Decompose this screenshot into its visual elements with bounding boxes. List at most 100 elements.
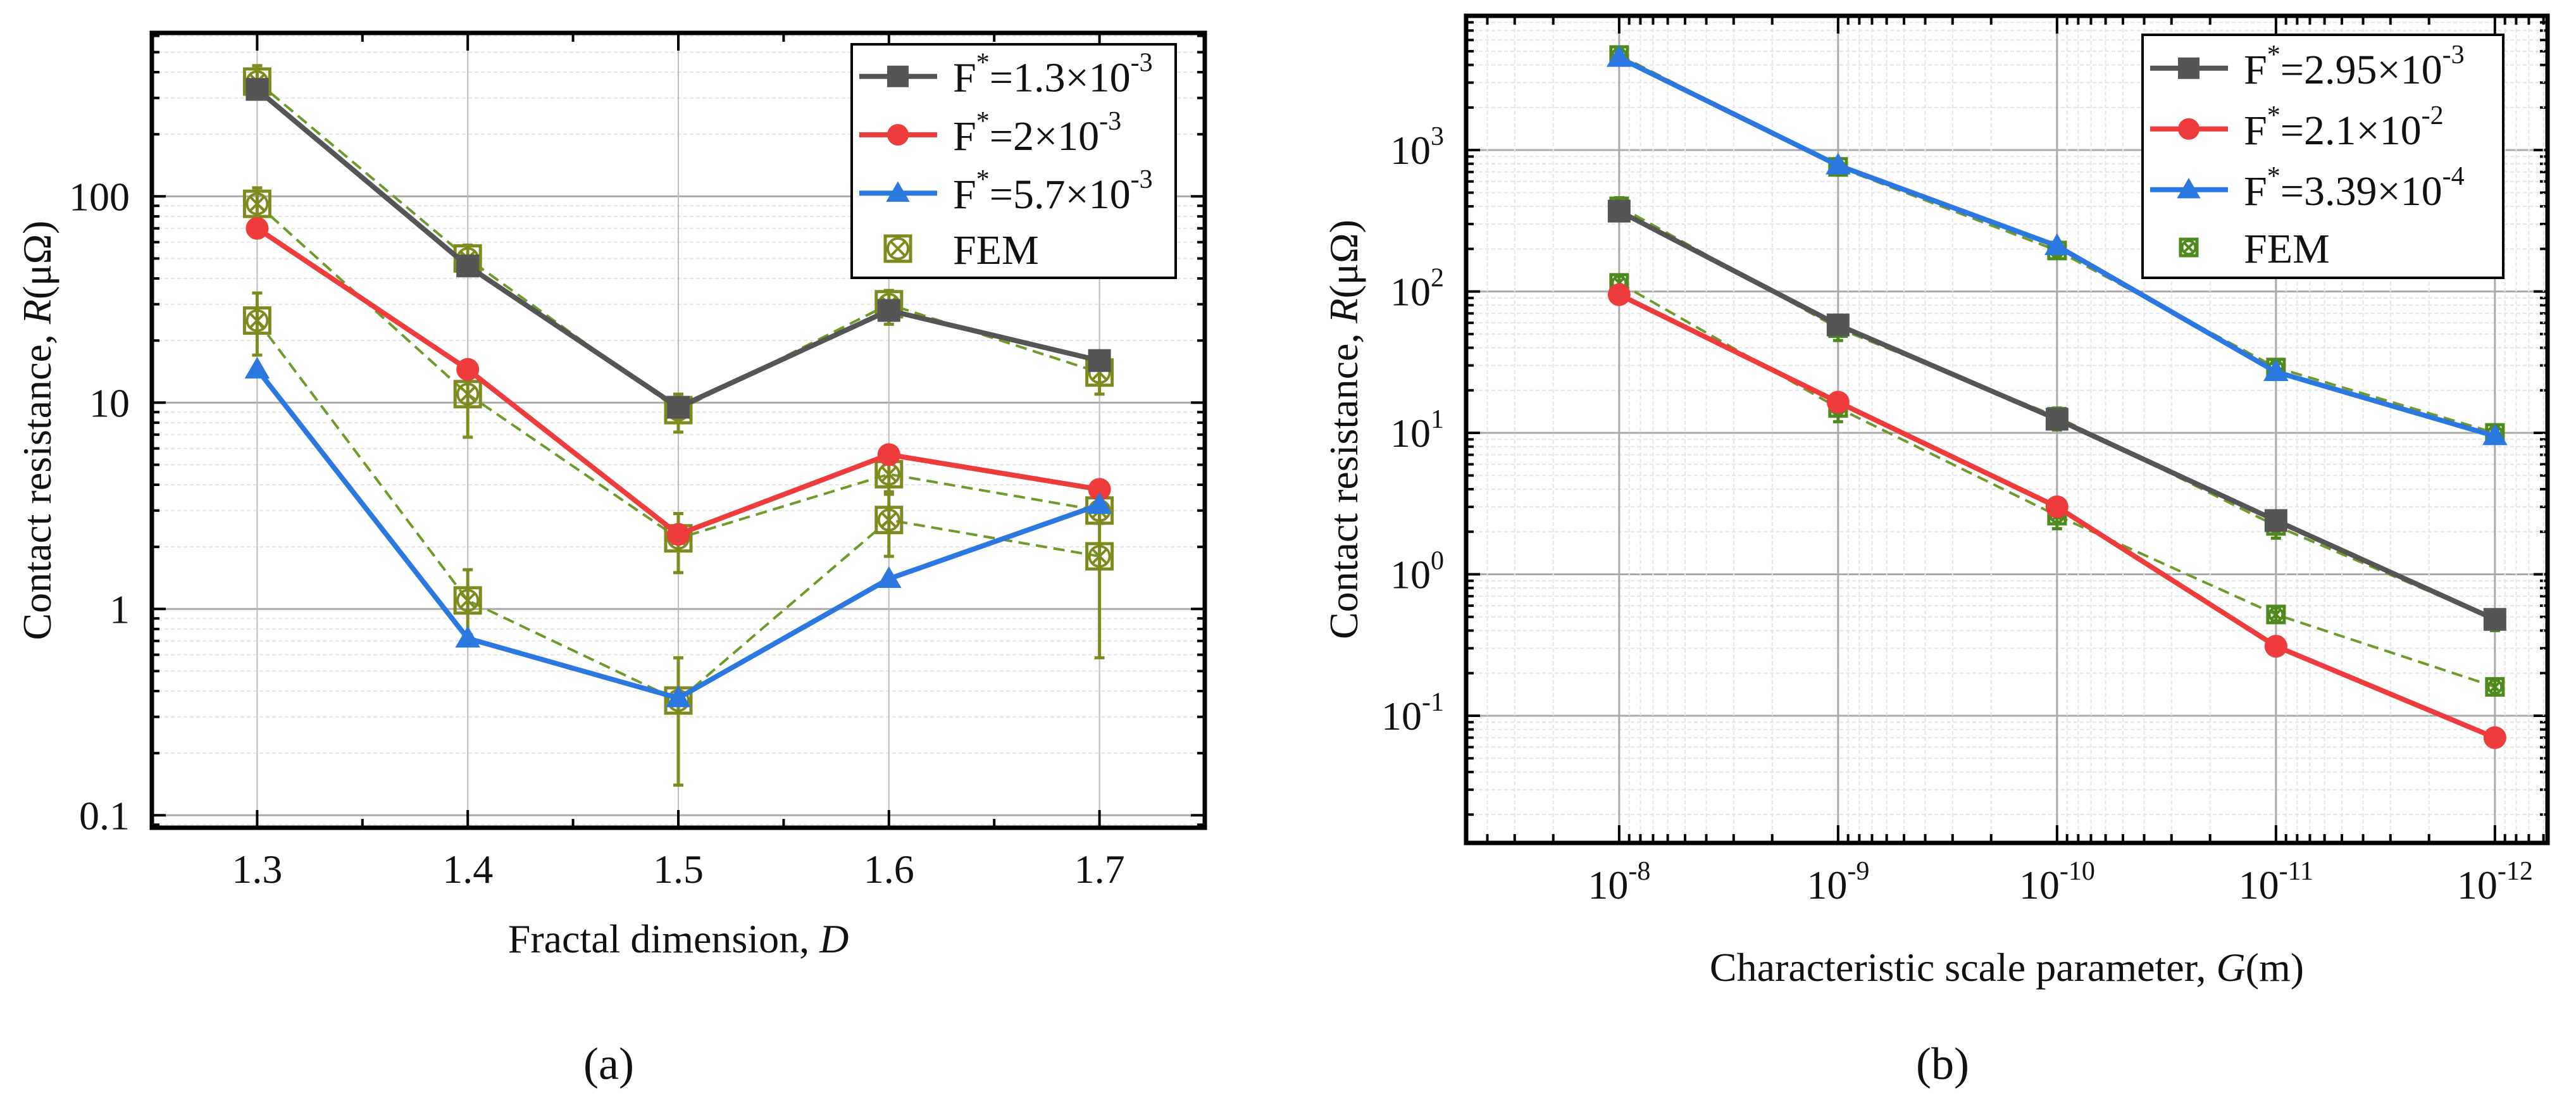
y-tick-base: 10 (1390, 411, 1431, 456)
x-tick-base: 10 (2239, 863, 2279, 907)
legend-label-sup: * (2267, 101, 2280, 130)
square-marker (246, 78, 269, 101)
triangle-marker (2044, 233, 2070, 256)
fem-marker-square (2179, 237, 2199, 258)
legend-box (850, 43, 1177, 279)
y-tick-exponent: 1 (1431, 405, 1444, 434)
triangle-marker (455, 626, 480, 648)
fem-marker-cross (881, 512, 897, 528)
circle-marker (667, 523, 690, 546)
legend-item: F*=5.7×10-3 (859, 165, 1153, 218)
plot-frame (1464, 13, 2550, 845)
legend-label: F*=1.3×10-3 (953, 49, 1153, 101)
triangle-marker (1086, 492, 1112, 514)
y-tick-exponent: -1 (1422, 688, 1444, 717)
legend-label: F*=2×10-3 (953, 107, 1121, 159)
legend-label-sup: * (976, 107, 990, 136)
fem-marker-cross (2270, 609, 2282, 620)
legend-label-sup: * (2267, 41, 2280, 70)
circle-marker (1607, 283, 1631, 306)
y-tick-label: 103 (1390, 122, 1444, 173)
x-tick-exponent: -10 (2060, 857, 2095, 886)
fem-marker-square (874, 506, 904, 535)
legend-label-exponent: -3 (1131, 165, 1153, 194)
y-axis-label-var: R (15, 299, 59, 325)
circle-marker (2264, 635, 2287, 658)
fem-marker-square (453, 586, 482, 615)
x-tick-exponent: -12 (2498, 857, 2533, 886)
fem-marker-circle (877, 508, 900, 532)
circle-marker (2483, 726, 2506, 749)
x-tick-label: 10-8 (1588, 857, 1650, 907)
legend-label-exponent: -3 (1131, 49, 1153, 78)
fem-marker-cross (890, 240, 906, 257)
y-tick-base: 10 (1390, 270, 1431, 315)
legend-item-fem: FEM (2179, 226, 2330, 272)
legend-label-exponent: -3 (2442, 41, 2465, 70)
y-tick-label: 101 (1390, 405, 1444, 456)
square-marker (456, 254, 480, 278)
y-axis-label-text: Contact resistance, (1321, 323, 1366, 639)
fem-marker (1085, 542, 1114, 571)
x-tick-label: 1.7 (1074, 847, 1125, 892)
legend-item: F*=2.95×10-3 (2150, 41, 2465, 93)
square-marker (887, 65, 909, 87)
model-series (1607, 45, 2508, 749)
y-tick-label: 0.1 (79, 793, 130, 838)
legend-item-fem: FEM (883, 227, 1039, 273)
y-tick-label: 1 (109, 587, 130, 632)
square-marker (1607, 199, 1631, 223)
fem-marker-square (1085, 542, 1114, 571)
y-axis-label: Contact resistance, R(μΩ) (1321, 220, 1366, 639)
legend-box (2141, 34, 2504, 279)
legend-label-exponent: -2 (2422, 101, 2444, 130)
fem-marker (2179, 237, 2199, 258)
fem-marker-circle (246, 309, 269, 332)
legend-label-exponent: -4 (2442, 162, 2465, 191)
fem-marker-circle (887, 237, 909, 260)
x-axis-label-unit: (m) (2246, 945, 2304, 990)
x-tick-label: 1.6 (864, 847, 914, 892)
x-axis-label-text: Characteristic scale parameter, (1710, 945, 2217, 990)
fem-marker-square (883, 234, 912, 263)
x-tick-base: 10 (2457, 863, 2498, 907)
legend-item: F*=1.3×10-3 (859, 49, 1153, 101)
legend-label-base: F (2244, 168, 2267, 215)
fem-marker-circle (2487, 678, 2503, 695)
legend-item: F*=3.39×10-4 (2150, 162, 2465, 215)
x-axis-label: Characteristic scale parameter, G(m) (1710, 945, 2304, 990)
fem-dashed-line (256, 320, 1100, 702)
x-tick-label: 1.4 (442, 847, 493, 892)
panel-label-b: (b) (1916, 1038, 1969, 1089)
fem-marker-circle (2181, 239, 2197, 256)
legend-label: FEM (2244, 226, 2330, 272)
x-tick-exponent: -11 (2279, 857, 2313, 886)
triangle-marker (666, 685, 691, 708)
legend-label-sup: * (976, 49, 990, 78)
legend-label-mid: =5.7×10 (990, 171, 1131, 218)
square-marker (2264, 509, 2287, 532)
triangle-marker (2482, 423, 2508, 446)
x-tick-label: 1.5 (653, 847, 704, 892)
y-axis-label: Contact resistance, R(μΩ) (15, 221, 59, 640)
y-tick-label: 10-1 (1381, 688, 1444, 739)
fem-marker-cross (881, 466, 897, 482)
legend-label-base: F (953, 171, 976, 218)
square-marker (1826, 313, 1850, 337)
panel-label-a: (a) (583, 1038, 634, 1089)
circle-marker (246, 216, 269, 240)
circle-marker (887, 123, 909, 146)
y-tick-label: 100 (1390, 547, 1444, 597)
x-tick-base: 10 (2019, 863, 2060, 907)
fem-marker (453, 586, 482, 615)
x-axis-label-var: G (2216, 945, 2245, 990)
x-tick-label: 10-12 (2457, 857, 2533, 907)
fem-marker-square (453, 380, 482, 409)
square-marker (2178, 57, 2200, 79)
triangle-marker (2263, 359, 2289, 382)
fem-marker-circle (1088, 545, 1111, 568)
legend-label-sup: * (976, 165, 990, 194)
